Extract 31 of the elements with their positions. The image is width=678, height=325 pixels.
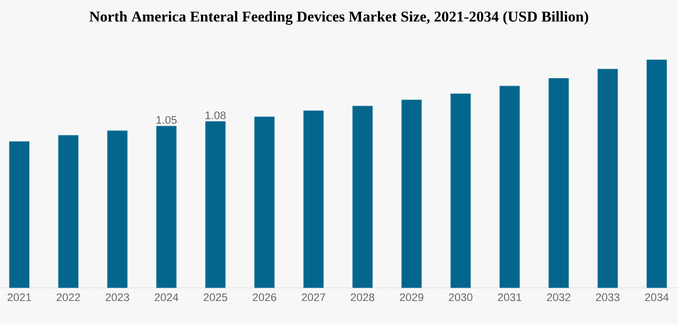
x-tick-label: 2024 bbox=[154, 293, 178, 302]
chart-title: North America Enteral Feeding Devices Market Size, 2021-2034 (USD Billion) bbox=[89, 11, 588, 25]
x-tick-label: 2027 bbox=[302, 293, 326, 302]
x-tick-label: 2033 bbox=[596, 293, 620, 302]
bar bbox=[548, 78, 569, 288]
bar bbox=[156, 126, 177, 288]
x-tick-label: 2021 bbox=[8, 293, 32, 302]
bar bbox=[450, 94, 471, 288]
x-tick-label: 2032 bbox=[546, 293, 570, 302]
bar bbox=[205, 121, 226, 288]
bar bbox=[499, 86, 520, 288]
bar bbox=[9, 141, 30, 288]
x-tick-label: 2022 bbox=[56, 293, 80, 302]
bar bbox=[646, 60, 667, 288]
x-tick-label: 2025 bbox=[204, 293, 228, 302]
x-tick-label: 2023 bbox=[106, 293, 130, 302]
bar bbox=[598, 68, 618, 288]
bar bbox=[254, 116, 275, 288]
x-tick-label: 2030 bbox=[448, 293, 472, 302]
bar bbox=[352, 106, 373, 288]
bar bbox=[58, 135, 79, 288]
x-tick-label: 2029 bbox=[400, 293, 424, 302]
bar bbox=[401, 100, 422, 288]
data-label: 1.05 bbox=[156, 116, 177, 124]
x-tick-label: 2034 bbox=[645, 293, 669, 302]
x-tick-label: 2031 bbox=[498, 293, 522, 302]
bar bbox=[303, 110, 324, 288]
x-tick-label: 2026 bbox=[252, 293, 276, 302]
x-tick-label: 2028 bbox=[350, 293, 374, 302]
data-label: 1.08 bbox=[206, 112, 226, 120]
bar bbox=[107, 130, 128, 288]
